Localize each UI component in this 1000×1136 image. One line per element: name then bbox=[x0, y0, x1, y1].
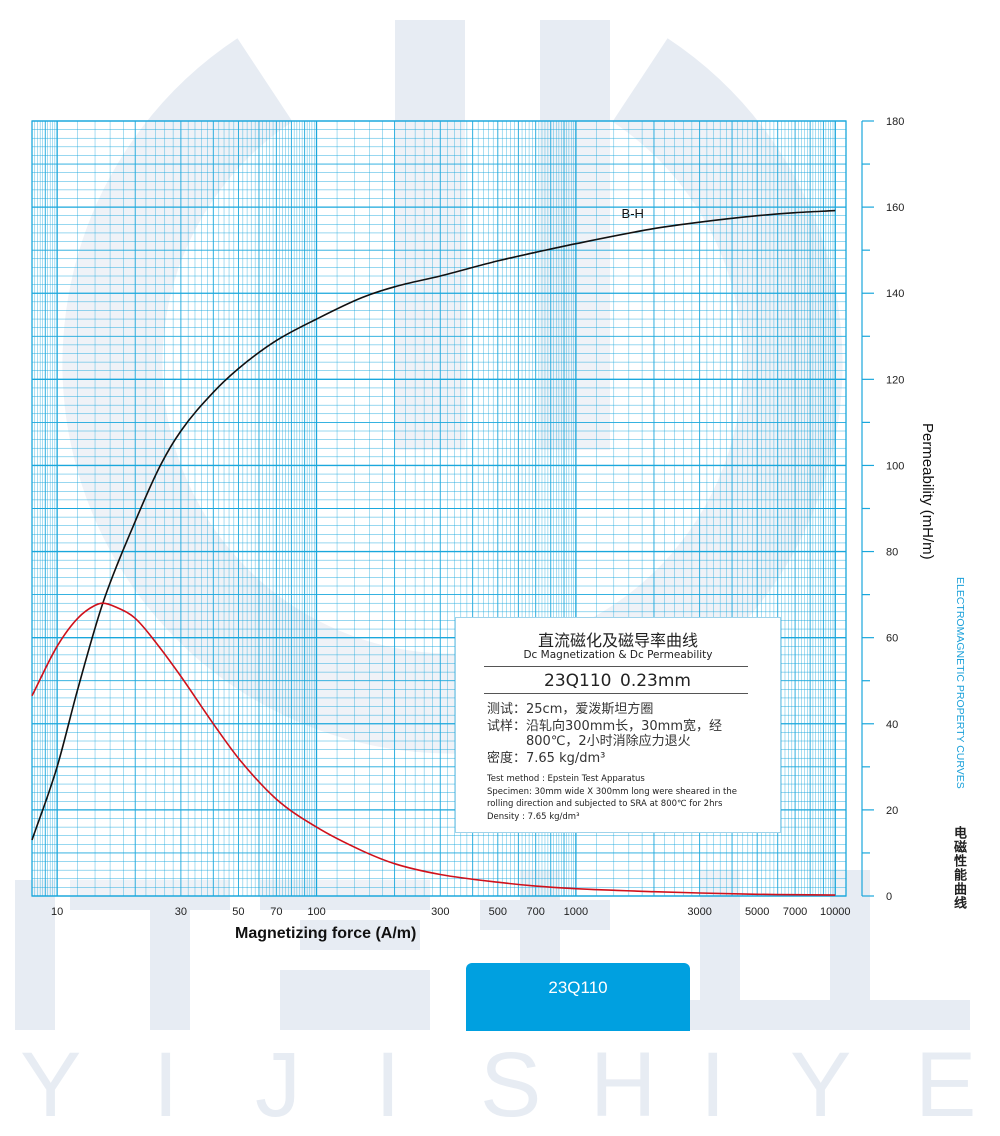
x-tick-label: 300 bbox=[431, 906, 449, 918]
info-thickness: 0.23mm bbox=[620, 671, 691, 691]
info-cn-line: 800℃，2小时消除应力退火 bbox=[487, 734, 691, 749]
chart-labels: 0 20 40 60 80 100 120 140 160 180 10 30 50 70 100 300 50… bbox=[51, 116, 904, 918]
watermark-letter: E bbox=[915, 1034, 977, 1136]
info-grade: 23Q110 bbox=[544, 671, 612, 691]
watermark-letter: Y bbox=[20, 1034, 82, 1136]
y-tick-label: 20 bbox=[886, 805, 898, 817]
x-tick-label: 30 bbox=[175, 906, 187, 918]
info-en-line: Density : 7.65 kg/dm³ bbox=[487, 812, 580, 822]
y-axis-label: Permeability (mH/m) bbox=[919, 423, 936, 560]
watermark-letter: S bbox=[480, 1034, 542, 1136]
y-tick-label: 160 bbox=[886, 202, 904, 214]
x-tick-label: 5000 bbox=[745, 906, 769, 918]
y-tick-label: 140 bbox=[886, 288, 904, 300]
info-en-line: Specimen: 30mm wide X 300mm long were sh… bbox=[487, 787, 738, 797]
chart-ticks bbox=[861, 120, 874, 897]
y-tick-label: 100 bbox=[886, 460, 904, 472]
watermark-letter: J bbox=[255, 1034, 301, 1136]
x-tick-label: 100 bbox=[307, 906, 325, 918]
x-axis-label: Magnetizing force (A/m) bbox=[235, 925, 417, 942]
info-cn-line: 测试：25cm，爱泼斯坦方圈 bbox=[487, 702, 654, 717]
info-title-en: Dc Magnetization & Dc Permeability bbox=[523, 649, 713, 661]
y-tick-label: 180 bbox=[886, 116, 904, 128]
watermark-letter: H bbox=[590, 1034, 657, 1136]
info-en-line: rolling direction and subjected to SRA a… bbox=[487, 799, 723, 809]
watermark-letter: I bbox=[700, 1034, 726, 1136]
info-cn-line: 试样：沿轧向300mm长，30mm宽，经 bbox=[487, 719, 723, 734]
divider bbox=[484, 666, 748, 667]
side-title-en: ELECTROMAGNETIC PROPERTY CURVES bbox=[954, 577, 966, 789]
y-tick-label: 80 bbox=[886, 547, 898, 559]
x-tick-label: 10000 bbox=[820, 906, 851, 918]
x-tick-label: 500 bbox=[489, 906, 507, 918]
x-tick-label: 50 bbox=[232, 906, 244, 918]
series-line bbox=[31, 209, 836, 841]
x-tick-label: 1000 bbox=[564, 906, 588, 918]
series-label: B-H bbox=[622, 206, 644, 221]
y-tick-label: 60 bbox=[886, 633, 898, 645]
series-line bbox=[31, 602, 836, 896]
divider bbox=[484, 693, 748, 694]
watermark-letter: I bbox=[153, 1034, 179, 1136]
chart-lines bbox=[31, 209, 836, 896]
x-tick-label: 3000 bbox=[687, 906, 711, 918]
y-tick-label: 120 bbox=[886, 374, 904, 386]
y-tick-label: 0 bbox=[886, 891, 892, 903]
info-en-line: Test method : Epstein Test Apparatus bbox=[487, 774, 645, 784]
x-tick-label: 70 bbox=[270, 906, 282, 918]
watermark-letter: I bbox=[375, 1034, 401, 1136]
plot-border bbox=[31, 120, 847, 897]
grade-tab[interactable]: 23Q110 bbox=[466, 963, 690, 1031]
x-tick-label: 700 bbox=[527, 906, 545, 918]
x-tick-label: 10 bbox=[51, 906, 63, 918]
material-info-box: 直流磁化及磁导率曲线 Dc Magnetization & Dc Permeab… bbox=[455, 617, 781, 833]
watermark-letter: Y bbox=[790, 1034, 852, 1136]
info-cn-line: 密度：7.65 kg/dm³ bbox=[487, 751, 606, 766]
y-tick-label: 40 bbox=[886, 719, 898, 731]
side-title-cn: 电磁性能曲线 bbox=[951, 826, 966, 910]
x-tick-label: 7000 bbox=[783, 906, 807, 918]
info-title-cn: 直流磁化及磁导率曲线 bbox=[537, 631, 698, 650]
watermark-text: Y I J I S H I Y E bbox=[0, 1034, 1000, 1136]
